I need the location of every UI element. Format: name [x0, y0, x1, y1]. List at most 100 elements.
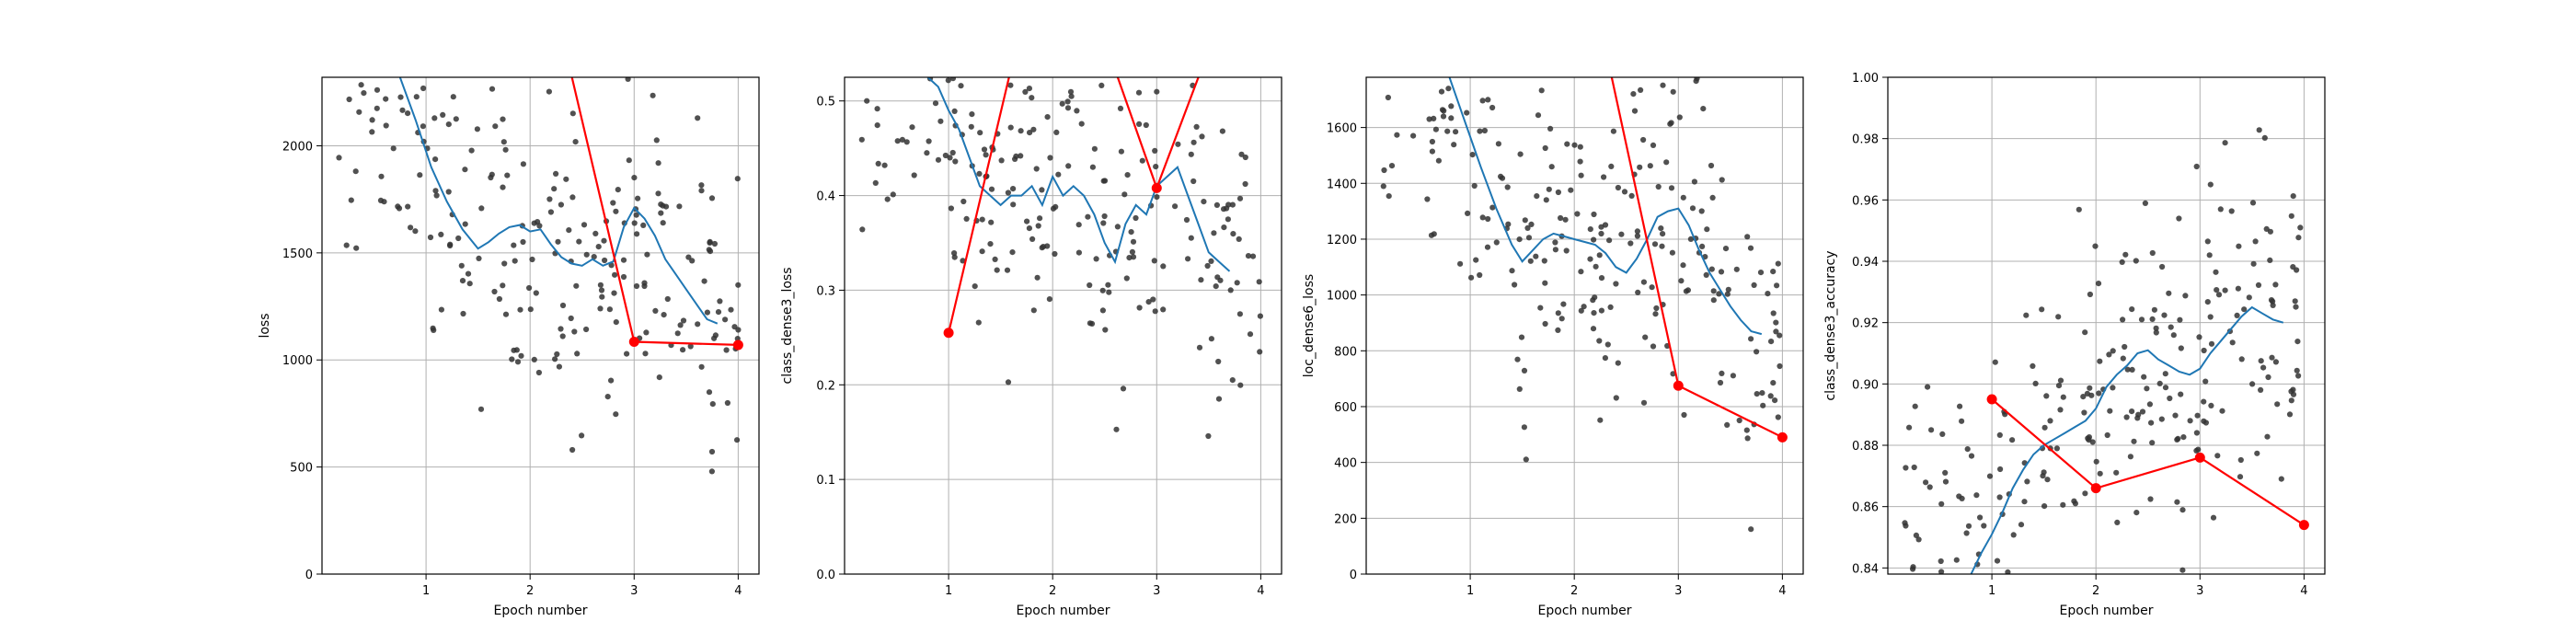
- class-dense3-loss-batch-point: [1075, 222, 1082, 228]
- loss-batch-point: [509, 356, 515, 362]
- loss-batch-point: [520, 238, 526, 246]
- class-dense3-loss-batch-point: [1035, 223, 1041, 229]
- class-dense3-accuracy-batch-point: [2214, 453, 2221, 459]
- loc-dense6-loss-batch-point: [1610, 128, 1616, 134]
- loc-dense6-loss-batch-point: [1524, 224, 1531, 231]
- class-dense3-accuracy-batch-point: [2149, 440, 2156, 446]
- class-dense3-accuracy-batch-point: [2208, 402, 2214, 408]
- class-dense3-accuracy-batch-point: [2256, 127, 2262, 133]
- class-dense3-accuracy-batch-point: [1902, 520, 1908, 526]
- class-dense3-loss-batch-point: [1052, 250, 1058, 258]
- loc-dense6-loss-batch-point: [1777, 332, 1783, 339]
- loc-dense6-loss-batch-point: [1453, 129, 1459, 135]
- class-dense3-loss-batch-point: [1234, 280, 1240, 286]
- loc-dense6-loss-batch-point: [1465, 210, 1471, 216]
- loc-dense6-loss-batch-point: [1604, 341, 1611, 348]
- loss-batch-point: [445, 189, 452, 195]
- class-dense3-loss-batch-point: [1101, 178, 1109, 184]
- class-dense3-loss-batch-point: [1193, 123, 1200, 130]
- loc-dense6-loss-batch-point: [1528, 221, 1535, 227]
- class-dense3-accuracy-batch-point: [2082, 490, 2088, 497]
- loss-batch-point: [599, 293, 605, 300]
- loc-dense6-loss-batch-point: [1768, 339, 1775, 345]
- loss-batch-point: [526, 284, 533, 292]
- class-dense3-accuracy-batch-point: [2297, 224, 2304, 231]
- class-dense3-loss-batch-point: [1129, 248, 1135, 255]
- loc-dense6-loss-batch-point: [1777, 362, 1783, 370]
- loss-batch-point: [689, 258, 696, 264]
- loc-dense6-loss-batch-point: [1562, 216, 1569, 223]
- loc-dense6-loss-batch-point: [1533, 253, 1539, 259]
- loss-batch-point: [734, 176, 741, 182]
- class-dense3-accuracy-batch-point: [1925, 384, 1931, 390]
- class-dense3-loss-batch-point: [1026, 225, 1032, 232]
- loss-batch-point: [546, 88, 553, 95]
- loss-batch-point: [656, 374, 662, 381]
- loc-dense6-loss-batch-point: [1522, 217, 1528, 224]
- class-dense3-accuracy-batch-point: [1968, 453, 1975, 459]
- loss-batch-point: [579, 432, 585, 439]
- class-dense3-loss-batch-point: [947, 155, 953, 161]
- class-dense3-accuracy-batch-point: [2193, 430, 2200, 436]
- loc-dense6-loss-batch-point: [1725, 286, 1731, 293]
- loss-ytick-label: 0: [305, 569, 313, 582]
- class-dense3-loss-batch-point: [1099, 287, 1106, 293]
- class-dense3-accuracy-batch-point: [2131, 438, 2137, 444]
- class-dense3-loss-batch-point: [1034, 274, 1041, 281]
- class-dense3-accuracy-batch-point: [2288, 213, 2294, 219]
- class-dense3-accuracy-batch-point: [1926, 484, 1933, 490]
- class-dense3-accuracy-batch-point: [2215, 292, 2223, 298]
- loss-batch-point: [431, 115, 438, 121]
- class-dense3-loss-batch-point: [1208, 258, 1214, 264]
- loss-batch-point: [358, 82, 364, 88]
- class-dense3-accuracy-batch-point: [2278, 476, 2284, 482]
- class-dense3-loss-y-axis-label: class_dense3_loss: [780, 268, 795, 385]
- class-dense3-accuracy-chart-panel: 1 2 3 4 0.84 0.86 0.88 0.90 0.92 0.94 0.96 0.98 1.00…: [1823, 72, 2326, 618]
- class-dense3-loss-batch-point: [1024, 218, 1030, 224]
- loss-batch-point: [369, 117, 375, 123]
- class-dense3-accuracy-batch-point: [2179, 507, 2186, 513]
- class-dense3-loss-batch-point: [1236, 195, 1244, 201]
- class-dense3-accuracy-batch-point: [2055, 314, 2062, 320]
- class-dense3-accuracy-batch-point: [2146, 401, 2153, 408]
- loss-batch-point: [676, 203, 683, 210]
- loc-dense6-loss-batch-point: [1471, 182, 1478, 190]
- loss-batch-point: [708, 195, 716, 201]
- loc-dense6-loss-batch-point: [1428, 232, 1435, 238]
- loc-dense6-loss-xtick-label: 2: [1570, 584, 1578, 598]
- class-dense3-loss-batch-point: [1236, 236, 1242, 242]
- class-dense3-accuracy-batch-point: [2147, 496, 2154, 502]
- loss-batch-point: [431, 327, 437, 333]
- class-dense3-accuracy-batch-point: [2076, 206, 2082, 213]
- class-dense3-loss-batch-point: [1029, 95, 1035, 101]
- class-dense3-loss-batch-point: [909, 124, 915, 131]
- loss-batch-point: [583, 326, 590, 333]
- loss-ytick-label: 500: [290, 462, 313, 476]
- loss-batch-point: [466, 281, 473, 287]
- loc-dense6-loss-ytick-label: 200: [1334, 512, 1357, 526]
- loc-dense6-loss-batch-point: [1631, 108, 1639, 114]
- class-dense3-accuracy-batch-point: [2122, 343, 2128, 351]
- loc-dense6-loss-batch-point: [1479, 98, 1486, 104]
- class-dense3-accuracy-batch-point: [2087, 385, 2093, 391]
- loss-batch-point: [633, 212, 639, 218]
- class-dense3-accuracy-batch-point: [2088, 392, 2095, 398]
- class-dense3-loss-batch-point: [935, 156, 942, 163]
- loc-dense6-loss-batch-point: [1757, 270, 1765, 276]
- class-dense3-accuracy-epoch-line: [1991, 398, 2305, 526]
- class-dense3-accuracy-batch-point: [2107, 408, 2113, 414]
- class-dense3-accuracy-ytick-label: 0.96: [1852, 194, 1879, 208]
- class-dense3-accuracy-batch-point: [2174, 436, 2180, 443]
- loc-dense6-loss-batch-point: [1380, 183, 1386, 190]
- class-dense3-accuracy-batch-point: [2097, 470, 2103, 477]
- class-dense3-loss-batch-point: [1089, 164, 1096, 170]
- class-dense3-loss-batch-point: [1078, 121, 1085, 127]
- loc-dense6-loss-batch-point: [1634, 228, 1640, 235]
- class-dense3-loss-batch-point: [875, 160, 881, 167]
- class-dense3-loss-x-axis-label: Epoch number: [1017, 604, 1110, 618]
- loss-batch-point: [591, 254, 597, 260]
- loss-batch-point: [489, 171, 495, 178]
- loss-batch-point: [420, 85, 427, 92]
- loss-batch-point: [489, 86, 496, 92]
- loss-batch-point: [660, 220, 666, 226]
